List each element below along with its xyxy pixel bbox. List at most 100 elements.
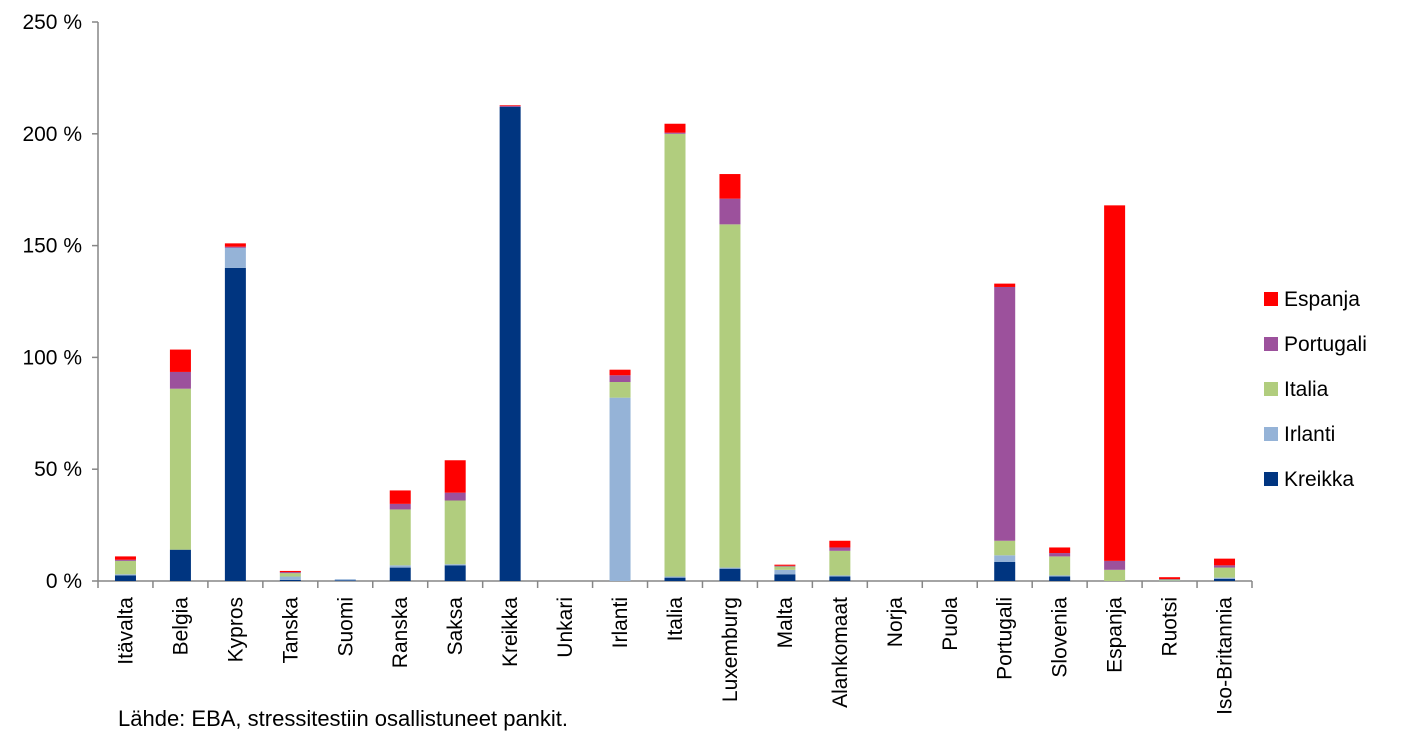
bar-segment bbox=[994, 283, 1016, 287]
x-tick-label: Italia bbox=[664, 597, 687, 642]
bar-segment bbox=[609, 369, 631, 376]
bar-segment bbox=[389, 565, 411, 568]
bar-segment bbox=[664, 577, 686, 581]
x-tick-label: Kreikka bbox=[499, 597, 522, 667]
legend-label: Italia bbox=[1284, 378, 1329, 401]
bar-segment bbox=[1159, 578, 1181, 580]
bar-segment bbox=[664, 132, 686, 134]
bar-segment bbox=[1049, 553, 1071, 557]
x-tick-label: Ruotsi bbox=[1159, 597, 1182, 657]
bar-segment bbox=[499, 105, 521, 107]
bar-segment bbox=[609, 375, 631, 382]
bar-segment bbox=[169, 349, 191, 372]
bar-segment bbox=[114, 556, 136, 560]
bar-segment bbox=[664, 123, 686, 133]
y-tick-label: 250 % bbox=[22, 11, 82, 34]
bar-segment bbox=[829, 550, 851, 576]
bar-segment bbox=[774, 569, 796, 575]
bar-segment bbox=[609, 381, 631, 398]
bar-segment bbox=[994, 555, 1016, 562]
legend-swatch bbox=[1264, 337, 1278, 351]
x-tick-label: Unkari bbox=[554, 597, 577, 658]
bar-segment bbox=[1214, 577, 1236, 579]
x-tick-label: Belgia bbox=[169, 597, 192, 656]
legend-label: Irlanti bbox=[1284, 423, 1335, 446]
bar-segment bbox=[114, 575, 136, 581]
x-tick-label: Portugali bbox=[994, 597, 1017, 680]
bar-segment bbox=[444, 460, 466, 493]
x-tick-label: Kypros bbox=[224, 597, 247, 662]
y-axis: 0 % 50 % 100 % 150 % 200 % 250 % bbox=[22, 11, 99, 593]
bar-segment bbox=[994, 286, 1016, 541]
x-tick-label: Puola bbox=[939, 597, 962, 651]
bar-segment bbox=[444, 500, 466, 565]
bar-segment bbox=[499, 106, 521, 581]
x-tick-label: Norja bbox=[884, 597, 907, 648]
bar-segment bbox=[444, 565, 466, 581]
bar-segment bbox=[334, 579, 356, 581]
bar-segment bbox=[1104, 205, 1126, 561]
bar-segment bbox=[1159, 579, 1181, 581]
y-tick-label: 0 % bbox=[46, 570, 82, 593]
bar-segment bbox=[389, 567, 411, 581]
legend-swatch bbox=[1264, 292, 1278, 306]
x-tick-label: Luxemburg bbox=[719, 597, 742, 702]
bar-segment bbox=[114, 560, 136, 575]
bar-segment bbox=[719, 198, 741, 225]
bar-segment bbox=[169, 549, 191, 581]
bar-segment bbox=[719, 568, 741, 581]
bar-segment bbox=[334, 580, 356, 581]
bar-segment bbox=[774, 566, 796, 570]
bar-segment bbox=[829, 540, 851, 548]
bar-segment bbox=[829, 547, 851, 551]
bar-segment bbox=[224, 247, 246, 268]
bar-segment bbox=[279, 573, 301, 577]
bar-segment bbox=[719, 567, 741, 569]
bar-segment bbox=[1159, 577, 1181, 579]
bar-segment bbox=[1104, 569, 1126, 581]
bar-segment bbox=[279, 572, 301, 574]
bar-segment bbox=[389, 490, 411, 504]
bar-segment bbox=[169, 388, 191, 550]
bar-segment bbox=[774, 574, 796, 581]
x-tick-label: Alankomaat bbox=[829, 597, 852, 708]
bar-segment bbox=[1214, 558, 1236, 566]
y-tick-label: 50 % bbox=[34, 458, 82, 481]
bar-segment bbox=[719, 174, 741, 199]
x-tick-label: Suomi bbox=[334, 597, 357, 657]
bar-segment bbox=[829, 576, 851, 581]
legend-label: Espanja bbox=[1284, 288, 1360, 311]
legend-swatch bbox=[1264, 427, 1278, 441]
bar-segment bbox=[994, 561, 1016, 581]
bar-segment bbox=[279, 579, 301, 581]
legend: Espanja Portugali Italia Irlanti Kreikka bbox=[1264, 288, 1367, 491]
x-tick-label: Espanja bbox=[1104, 597, 1127, 673]
bar-segment bbox=[1049, 547, 1071, 554]
bar-segment bbox=[829, 575, 851, 577]
y-tick-label: 150 % bbox=[22, 235, 82, 258]
bar-segment bbox=[719, 224, 741, 568]
bar-segment bbox=[389, 503, 411, 510]
bar-segment bbox=[114, 574, 136, 576]
bar-segment bbox=[279, 576, 301, 580]
bar-segment bbox=[774, 565, 796, 567]
bar-segment bbox=[994, 540, 1016, 556]
bar-segment bbox=[1214, 567, 1236, 578]
x-tick-label: Malta bbox=[774, 597, 797, 649]
x-tick-label: Saksa bbox=[444, 597, 467, 656]
bar-segment bbox=[169, 371, 191, 389]
x-tick-label: Irlanti bbox=[609, 597, 632, 648]
legend-swatch bbox=[1264, 382, 1278, 396]
bar-segment bbox=[664, 576, 686, 578]
bar-segment bbox=[279, 570, 301, 573]
bar-segment bbox=[1214, 565, 1236, 568]
bar-segment bbox=[1104, 560, 1126, 570]
y-tick-label: 100 % bbox=[22, 346, 82, 369]
bar-segment bbox=[609, 397, 631, 581]
bars bbox=[114, 105, 1236, 582]
bar-segment bbox=[1049, 575, 1071, 577]
x-tick-label: Iso-Britannia bbox=[1214, 597, 1237, 715]
source-note: Lähde: EBA, stressitestiin osallistuneet… bbox=[118, 706, 569, 731]
x-tick-label: Itävalta bbox=[114, 597, 137, 665]
x-axis: Itävalta Belgia Kypros Tanska Suomi Ranska Sak… bbox=[97, 580, 1253, 715]
